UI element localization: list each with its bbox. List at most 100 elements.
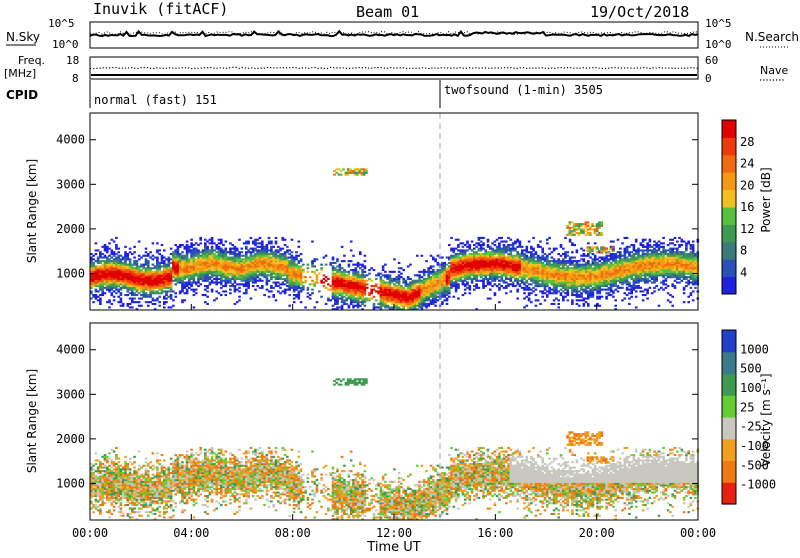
power-cell [236,258,239,260]
power-cell [127,258,130,260]
power-cell [386,287,389,289]
power-cell [193,265,196,267]
power-cell [635,267,638,269]
power-cell [364,287,367,289]
power-cell [101,265,104,267]
power-cell [455,287,458,289]
power-cell [560,269,563,271]
power-cell [275,260,278,262]
power-cell [510,276,513,278]
power-cell [145,255,148,257]
power-cell [124,282,127,284]
power-cell [218,251,221,253]
power-cell [610,282,613,284]
power-cell [557,269,560,271]
power-cell [275,276,278,278]
power-cell [541,262,544,264]
power-cell [359,294,362,296]
power-cell [193,251,196,253]
power-cell [519,257,522,259]
power-cell [227,262,230,264]
power-cell [384,283,387,285]
power-cell [466,257,469,259]
power-cell [614,280,617,282]
power-cell [352,282,355,284]
power-cell [168,280,171,282]
power-cell [507,271,510,273]
power-cell [537,265,540,267]
power-cell [256,285,259,287]
power-cell [202,265,205,267]
power-cell [537,278,540,280]
power-cell [523,249,526,251]
power-cell [156,292,159,294]
power-cell [225,257,228,259]
power-cell [617,276,620,278]
power-cell [612,290,615,292]
power-cell [133,257,136,259]
power-cell [644,257,647,259]
power-cell [598,260,601,262]
power-cell [263,258,266,260]
power-cell [115,269,118,271]
power-cell [366,299,369,301]
power-cell [247,249,250,251]
power-cell [165,283,168,285]
power-cell [250,248,253,250]
power-cell [279,278,282,280]
power-cell [236,278,239,280]
power-cell [500,267,503,269]
power-cell [583,260,586,262]
power-cell [99,282,102,284]
power-cell [336,292,339,294]
power-cell [142,294,145,296]
power-cell [190,258,193,260]
power-cell [580,294,583,296]
power-cell [612,269,615,271]
power-cell [145,289,148,291]
power-cell [270,241,273,243]
power-cell [272,251,275,253]
power-cell [416,255,419,257]
power-cell [252,251,255,253]
power-cell [640,249,643,251]
power-cell [633,260,636,262]
power-cell [505,292,508,294]
power-cell [637,276,640,278]
power-cell [131,283,134,285]
power-cell [316,282,319,284]
power-cell [473,248,476,250]
power-cell [211,260,214,262]
power-cell [450,283,453,285]
power-cell [564,257,567,259]
power-cell [382,299,385,301]
power-cell [352,299,355,301]
power-cell [252,241,255,243]
power-cell [637,258,640,260]
power-cell [92,282,95,284]
power-cell [286,262,289,264]
power-cell [222,251,225,253]
power-cell [560,289,563,291]
power-cell [227,267,230,269]
power-cell [184,273,187,275]
power-cell [170,267,173,269]
power-cell [418,292,421,294]
power-cell [172,251,175,253]
power-cell [441,292,444,294]
power-cell [104,276,107,278]
power-cell [475,283,478,285]
power-cell [142,264,145,266]
power-cell [259,267,262,269]
power-cell [343,283,346,285]
power-cell [364,271,367,273]
power-cell [612,241,615,243]
power-cell [423,301,426,303]
power-cell [635,290,638,292]
power-cell [218,249,221,251]
power-cell [389,282,392,284]
power-cell [512,265,515,267]
power-cell [295,278,298,280]
power-cell [111,239,114,241]
power-cell [598,283,601,285]
